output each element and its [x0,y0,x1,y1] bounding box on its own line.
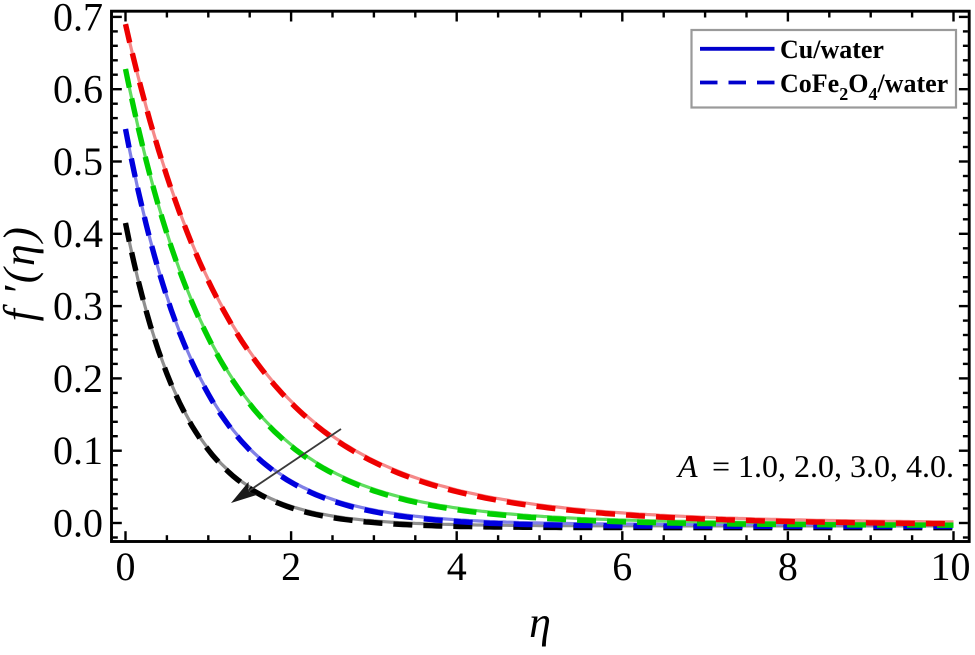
svg-text:0.5: 0.5 [53,139,103,184]
svg-text:0.2: 0.2 [53,356,103,401]
svg-text:f ′(η): f ′(η) [0,225,44,322]
svg-text:0.0: 0.0 [53,500,103,545]
svg-text:6: 6 [612,544,632,589]
svg-text:4: 4 [447,544,467,589]
svg-text:Cu/water: Cu/water [780,35,884,64]
svg-text:0.4: 0.4 [53,211,103,256]
svg-text:0.1: 0.1 [53,428,103,473]
svg-text:2: 2 [281,544,301,589]
svg-text:0.7: 0.7 [53,0,103,39]
svg-text:0: 0 [116,544,136,589]
svg-text:0.6: 0.6 [53,67,103,112]
svg-text:η: η [529,598,551,647]
svg-text:8: 8 [778,544,798,589]
svg-text:10: 10 [931,544,971,589]
svg-text:0.3: 0.3 [53,284,103,329]
svg-text:A = 1.0, 2.0, 3.0, 4.0.: A = 1.0, 2.0, 3.0, 4.0. [676,448,954,484]
